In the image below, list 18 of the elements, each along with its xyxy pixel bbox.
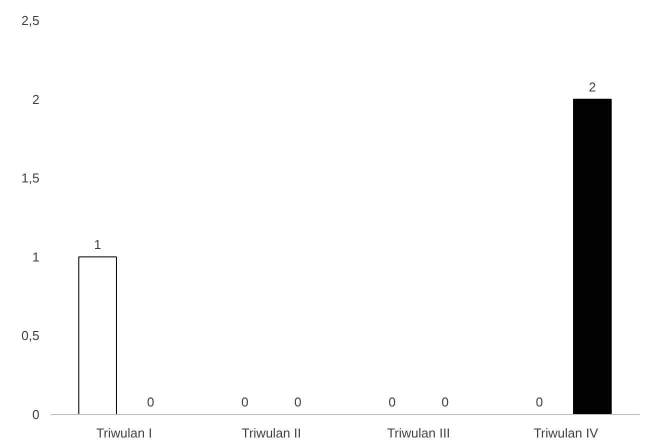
- y-tick-label: 1: [32, 249, 40, 264]
- data-label: 2: [588, 79, 596, 94]
- y-tick-label: 2,5: [21, 13, 40, 28]
- data-label: 0: [388, 394, 396, 410]
- x-tick-label: Triwulan II: [242, 426, 302, 440]
- data-label: 1: [94, 236, 102, 252]
- data-label: 0: [241, 394, 248, 410]
- data-label: 0: [536, 394, 543, 410]
- x-tick-label: Triwulan IV: [534, 426, 598, 440]
- data-label: 0: [294, 394, 302, 410]
- x-tick-label: Triwulan III: [387, 426, 450, 440]
- y-tick-label: 1,5: [21, 170, 40, 186]
- data-label: 0: [147, 394, 154, 410]
- data-label: 0: [442, 394, 449, 410]
- x-tick-label: Triwulan I: [96, 426, 152, 440]
- y-tick-label: 0,5: [21, 328, 40, 344]
- y-tick-label: 2: [32, 92, 40, 107]
- y-tick-label: 0: [32, 407, 40, 422]
